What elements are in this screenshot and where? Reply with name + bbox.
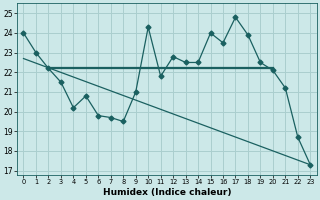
X-axis label: Humidex (Indice chaleur): Humidex (Indice chaleur) [103,188,231,197]
